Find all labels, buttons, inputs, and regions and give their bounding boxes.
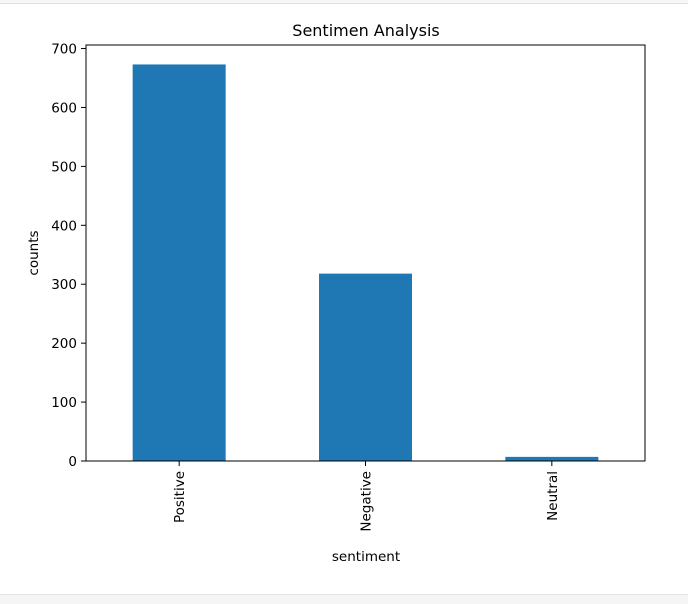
x-tick-label: Negative — [359, 471, 375, 532]
y-tick-label: 100 — [51, 395, 77, 411]
notebook-cell-top-edge — [0, 0, 688, 4]
bar-positive — [132, 64, 226, 461]
y-tick-label: 500 — [51, 159, 77, 175]
y-axis-label: counts — [26, 230, 42, 275]
bars-group — [132, 64, 599, 461]
y-tick-label: 400 — [51, 218, 77, 234]
y-axis-ticks: 0 100 200 300 400 500 600 700 — [51, 42, 86, 470]
notebook-cell-bottom-edge — [0, 594, 688, 604]
bar-negative — [318, 273, 413, 461]
y-tick-label: 200 — [51, 336, 77, 352]
y-tick-label: 600 — [51, 100, 77, 116]
bar-neutral — [505, 456, 599, 461]
y-tick-label: 0 — [68, 454, 77, 470]
chart-title: Sentimen Analysis — [292, 21, 439, 40]
x-axis-label: sentiment — [332, 549, 400, 565]
x-axis-ticks: Positive Negative Neutral — [172, 461, 561, 532]
x-tick-label: Neutral — [545, 471, 561, 521]
y-tick-label: 300 — [51, 277, 77, 293]
x-tick-label: Positive — [172, 471, 188, 523]
y-tick-label: 700 — [51, 42, 77, 58]
